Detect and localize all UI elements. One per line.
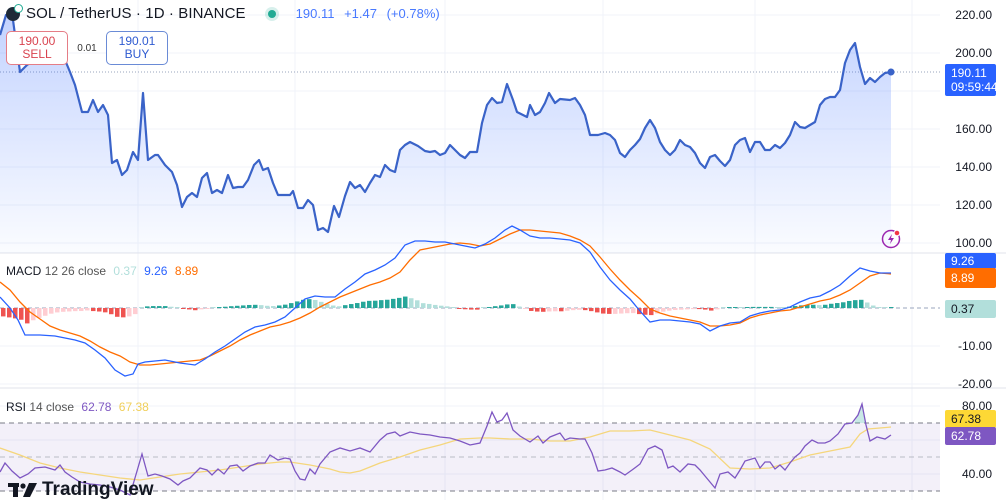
- macd-signal-line: [0, 229, 892, 366]
- last-price-dot: [887, 68, 895, 76]
- macd-value-tag: 9.26: [945, 253, 996, 269]
- price-tick: 140.00: [955, 160, 992, 174]
- price-change: +1.47: [344, 6, 377, 21]
- rsi-legend-name: RSI: [6, 400, 27, 414]
- hist-value-tag: 0.37: [945, 300, 996, 318]
- quote: 190.11 +1.47 (+0.78%): [296, 6, 446, 21]
- rsi-line: [0, 401, 892, 496]
- rsi-ma-line: [0, 426, 892, 481]
- price-change-pct: (+0.78%): [386, 6, 440, 21]
- macd-legend-name: MACD: [6, 264, 42, 278]
- macd-hist-value: 0.37: [113, 264, 137, 278]
- rsi-ma-value: 67.38: [118, 400, 149, 414]
- macd-legend-params: 12 26 close: [44, 264, 107, 278]
- rsi-legend[interactable]: RSI 14 close 62.78 67.38: [6, 400, 149, 414]
- symbol-header: SOL / TetherUS · 1D · BINANCE 190.11 +1.…: [6, 3, 446, 22]
- price-tick: 100.00: [955, 236, 992, 250]
- last-price: 190.11: [295, 6, 335, 21]
- trade-panel: 190.00 SELL 0.01 190.01 BUY: [6, 31, 168, 65]
- price-line[interactable]: [0, 13, 892, 234]
- buy-label: BUY: [124, 47, 150, 61]
- buy-button[interactable]: 190.01 BUY: [106, 31, 168, 65]
- price-tick: 200.00: [955, 46, 992, 60]
- spread-value: 0.01: [77, 42, 97, 54]
- macd-tick: -20.00: [957, 377, 992, 391]
- rsi-value-tag: 62.78: [945, 427, 996, 445]
- sell-button[interactable]: 190.00 SELL: [6, 31, 68, 65]
- macd-tick: -10.00: [957, 339, 992, 353]
- current-price-tag: 190.11 09:59:44: [945, 64, 998, 96]
- current-price: 190.11: [951, 66, 987, 80]
- symbol-logo-icon: [6, 3, 23, 21]
- macd-line: [0, 225, 891, 377]
- tradingview-logo[interactable]: TradingView: [8, 479, 154, 501]
- rsi-legend-params: 14 close: [29, 400, 75, 414]
- rsi-tick: 80.00: [961, 399, 992, 413]
- macd-signal-value: 8.89: [174, 264, 199, 278]
- price-tick: 160.00: [955, 122, 992, 136]
- rsi-ma-tag: 67.38: [945, 410, 996, 428]
- logo-text: TradingView: [42, 479, 154, 500]
- rsi-tick: 40.00: [961, 467, 992, 481]
- buy-price: 190.01: [118, 34, 156, 48]
- symbol-title[interactable]: SOL / TetherUS · 1D · BINANCE: [26, 5, 246, 22]
- sell-label: SELL: [22, 47, 52, 61]
- price-tick: 220.00: [955, 8, 992, 22]
- sell-price: 190.00: [18, 34, 56, 48]
- macd-value: 9.26: [144, 264, 168, 278]
- bar-countdown: 09:59:44: [951, 80, 998, 94]
- tradingview-logo-icon: [8, 483, 37, 497]
- macd-histogram: [1, 296, 894, 324]
- signal-value-tag: 8.89: [945, 268, 996, 288]
- rsi-value: 62.78: [81, 400, 112, 414]
- market-status-icon[interactable]: [267, 9, 276, 18]
- lightning-alert-icon[interactable]: [881, 229, 901, 249]
- macd-legend[interactable]: MACD 12 26 close 0.37 9.26 8.89: [6, 264, 198, 278]
- price-tick: 120.00: [955, 198, 992, 212]
